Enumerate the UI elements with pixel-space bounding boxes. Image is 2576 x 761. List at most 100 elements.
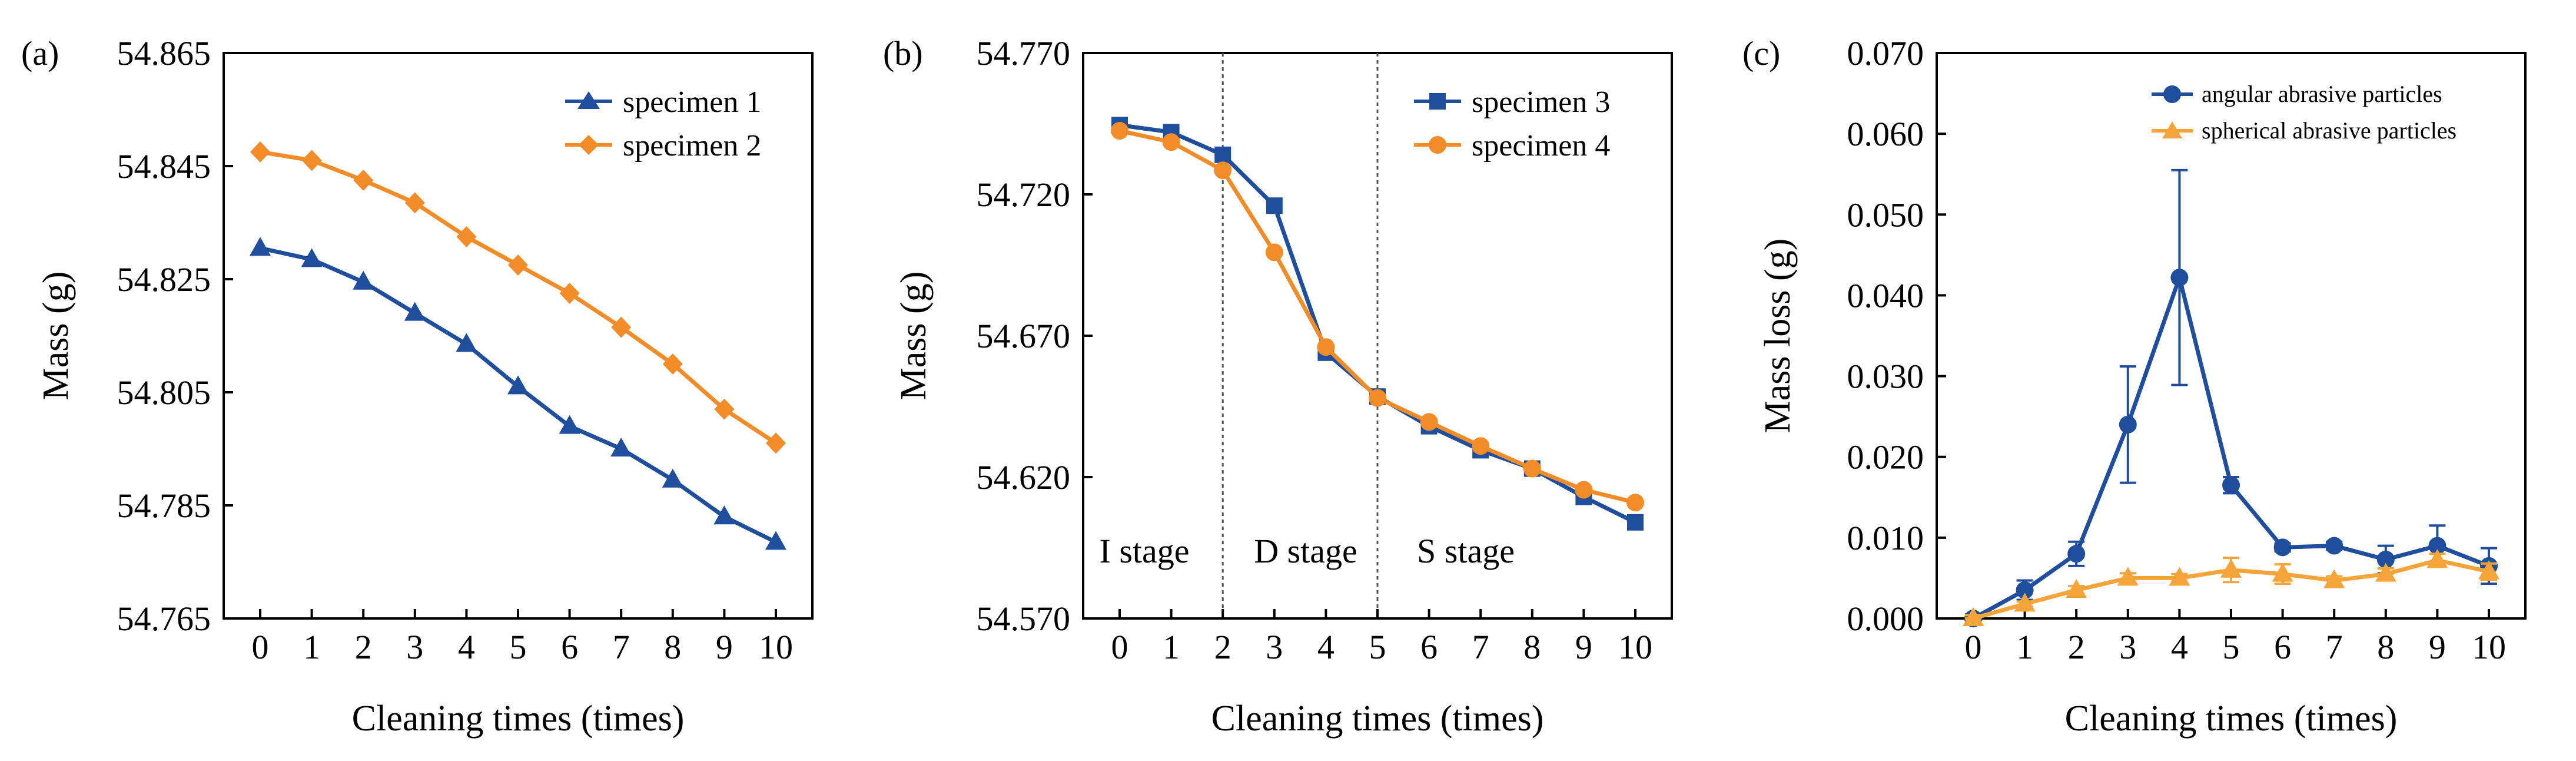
panel-b-x-tick-label: 6 bbox=[1420, 628, 1438, 666]
panel-a-y-tick-label: 54.785 bbox=[117, 487, 211, 525]
specimen-4-point bbox=[1369, 389, 1386, 407]
legend-specimen-4-label: specimen 4 bbox=[1472, 129, 1610, 163]
specimen-2-point bbox=[456, 226, 477, 247]
panel-c-x-tick-label: 6 bbox=[2274, 628, 2291, 666]
stage-label-d: D stage bbox=[1254, 532, 1357, 570]
panel-b-x-tick-label: 9 bbox=[1575, 628, 1592, 666]
panel-a-legend: specimen 1 specimen 2 bbox=[565, 85, 761, 163]
specimen-4-point bbox=[1265, 243, 1283, 262]
panel-a-x-tick-label: 4 bbox=[458, 628, 475, 666]
spherical-abrasive-particles-point bbox=[2478, 560, 2499, 580]
legend-specimen-2-marker bbox=[579, 135, 599, 155]
specimen-2-point bbox=[301, 150, 322, 171]
angular-abrasive-particles-point bbox=[2119, 415, 2137, 434]
panel-c-y-tick-label: 0.020 bbox=[1847, 438, 1924, 477]
legend-specimen-1-marker bbox=[577, 91, 600, 109]
specimen-4-point bbox=[1317, 338, 1335, 356]
specimen-1-point bbox=[456, 333, 477, 352]
panel-a-y-tick-label: 54.765 bbox=[117, 600, 211, 638]
panel-a-x-tick-label: 2 bbox=[355, 628, 372, 666]
panel-b-x-tick-label: 4 bbox=[1317, 628, 1335, 666]
panel-a-label: (a) bbox=[21, 34, 59, 72]
panel-a-y-tick-label: 54.845 bbox=[117, 147, 211, 186]
panel-c-label: (c) bbox=[1742, 34, 1780, 72]
panel-a-x-tick-label: 0 bbox=[252, 628, 269, 666]
specimen-4-point bbox=[1472, 437, 1490, 455]
panel-c-x-tick-label: 0 bbox=[1965, 628, 1982, 666]
panel-c-y-tick-label: 0.050 bbox=[1847, 196, 1924, 234]
specimen-2-point bbox=[508, 254, 528, 276]
spherical-abrasive-particles-point bbox=[1963, 607, 1984, 626]
panel-b: (b) 0 1 2 3 4 5 6 7 8 9 10 54.570 54.620 54.670 54.720… bbox=[883, 34, 1673, 739]
panel-b-x-tick-label: 2 bbox=[1214, 628, 1231, 666]
specimen-3-point bbox=[1214, 146, 1231, 163]
panel-b-y-tick-label: 54.720 bbox=[977, 176, 1071, 214]
legend-spherical-marker bbox=[2162, 121, 2182, 138]
panel-c-x-tick-label: 2 bbox=[2068, 628, 2085, 666]
specimen-1-line bbox=[260, 246, 777, 544]
panel-c-x-tick-label: 1 bbox=[2016, 628, 2033, 666]
spherical-abrasive-particles-point bbox=[2426, 549, 2448, 568]
panel-c-x-tick-label: 9 bbox=[2429, 628, 2446, 666]
specimen-4-point bbox=[1420, 413, 1438, 431]
specimen-1-point bbox=[559, 415, 580, 434]
panel-c-x-tick-label: 7 bbox=[2326, 628, 2343, 666]
panel-c-ticks: 0 1 2 3 4 5 6 7 8 9 10 0.000 0.010 0.020 0.030 0.040 0.0… bbox=[1847, 34, 2507, 666]
panel-c-y-tick-label: 0.040 bbox=[1847, 276, 1924, 315]
specimen-3-point bbox=[1627, 514, 1644, 531]
panel-a-x-tick-label: 8 bbox=[664, 628, 681, 666]
specimen-4-point bbox=[1162, 133, 1180, 151]
specimen-2-point bbox=[353, 170, 374, 191]
panel-a: (a) 0 1 2 3 4 5 6 7 8 9 10 54.765 54.785 54.805 54.825… bbox=[21, 34, 814, 739]
panel-b-y-tick-label: 54.570 bbox=[977, 600, 1071, 638]
panel-c-legend: angular abrasive particles spherical abr… bbox=[2152, 81, 2457, 144]
specimen-1-point bbox=[507, 375, 529, 395]
specimen-1-point bbox=[404, 302, 426, 321]
specimen-3-point bbox=[1266, 197, 1283, 214]
panel-c: (c) 0 1 2 3 4 5 6 7 8 9 10 0.000 0.010 0.020 0.030 0.04… bbox=[1742, 34, 2527, 739]
panel-a-y-tick-label: 54.825 bbox=[117, 260, 211, 299]
legend-specimen-3-marker bbox=[1429, 93, 1446, 110]
specimen-2-point bbox=[766, 432, 786, 454]
panel-b-x-tick-label: 0 bbox=[1111, 628, 1128, 666]
panel-b-x-tick-label: 3 bbox=[1266, 628, 1283, 666]
specimen-1-point bbox=[610, 438, 632, 456]
panel-c-marks bbox=[1963, 168, 2499, 627]
panel-b-label: (b) bbox=[883, 34, 923, 72]
panel-c-x-tick-label: 8 bbox=[2377, 628, 2394, 666]
specimen-4-point bbox=[1523, 459, 1541, 478]
spherical-abrasive-particles-point bbox=[2220, 558, 2242, 578]
panel-b-x-tick-label: 10 bbox=[1618, 628, 1652, 666]
panel-a-x-tick-label: 5 bbox=[510, 628, 527, 666]
angular-abrasive-particles-point bbox=[2016, 581, 2034, 599]
panel-c-x-tick-label: 3 bbox=[2119, 628, 2136, 666]
angular-abrasive-particles-point bbox=[2222, 476, 2240, 494]
spherical-abrasive-particles-point bbox=[2169, 567, 2190, 586]
angular-abrasive-particles-point bbox=[2428, 537, 2446, 555]
angular-abrasive-particles-point bbox=[2067, 545, 2086, 563]
panel-b-y-tick-label: 54.670 bbox=[977, 317, 1071, 355]
specimen-1-point bbox=[353, 270, 374, 290]
panel-c-y-tick-label: 0.070 bbox=[1847, 34, 1924, 72]
panel-a-x-tick-label: 7 bbox=[613, 628, 630, 666]
specimen-1-point bbox=[250, 237, 271, 256]
angular-abrasive-particles-point bbox=[2273, 538, 2292, 557]
legend-specimen-3-label: specimen 3 bbox=[1472, 85, 1610, 119]
panel-b-x-tick-label: 8 bbox=[1523, 628, 1541, 666]
specimen-4-point bbox=[1626, 494, 1644, 512]
panel-c-y-tick-label: 0.000 bbox=[1847, 600, 1924, 638]
specimen-4-point bbox=[1111, 122, 1128, 140]
spherical-abrasive-particles-point bbox=[2117, 567, 2139, 586]
panel-a-x-tick-label: 3 bbox=[406, 628, 423, 666]
panel-b-x-tick-label: 7 bbox=[1472, 628, 1489, 666]
legend-angular-label: angular abrasive particles bbox=[2202, 81, 2442, 107]
panel-a-marks bbox=[250, 141, 786, 550]
specimen-2-point bbox=[250, 141, 270, 163]
specimen-2-point bbox=[662, 353, 683, 375]
panel-b-x-tick-label: 1 bbox=[1163, 628, 1180, 666]
panel-b-y-tick-label: 54.620 bbox=[977, 458, 1071, 497]
legend-angular-marker bbox=[2163, 85, 2181, 103]
specimen-2-point bbox=[559, 283, 580, 304]
stage-label-s: S stage bbox=[1417, 532, 1515, 570]
specimen-4-point bbox=[1214, 161, 1232, 180]
